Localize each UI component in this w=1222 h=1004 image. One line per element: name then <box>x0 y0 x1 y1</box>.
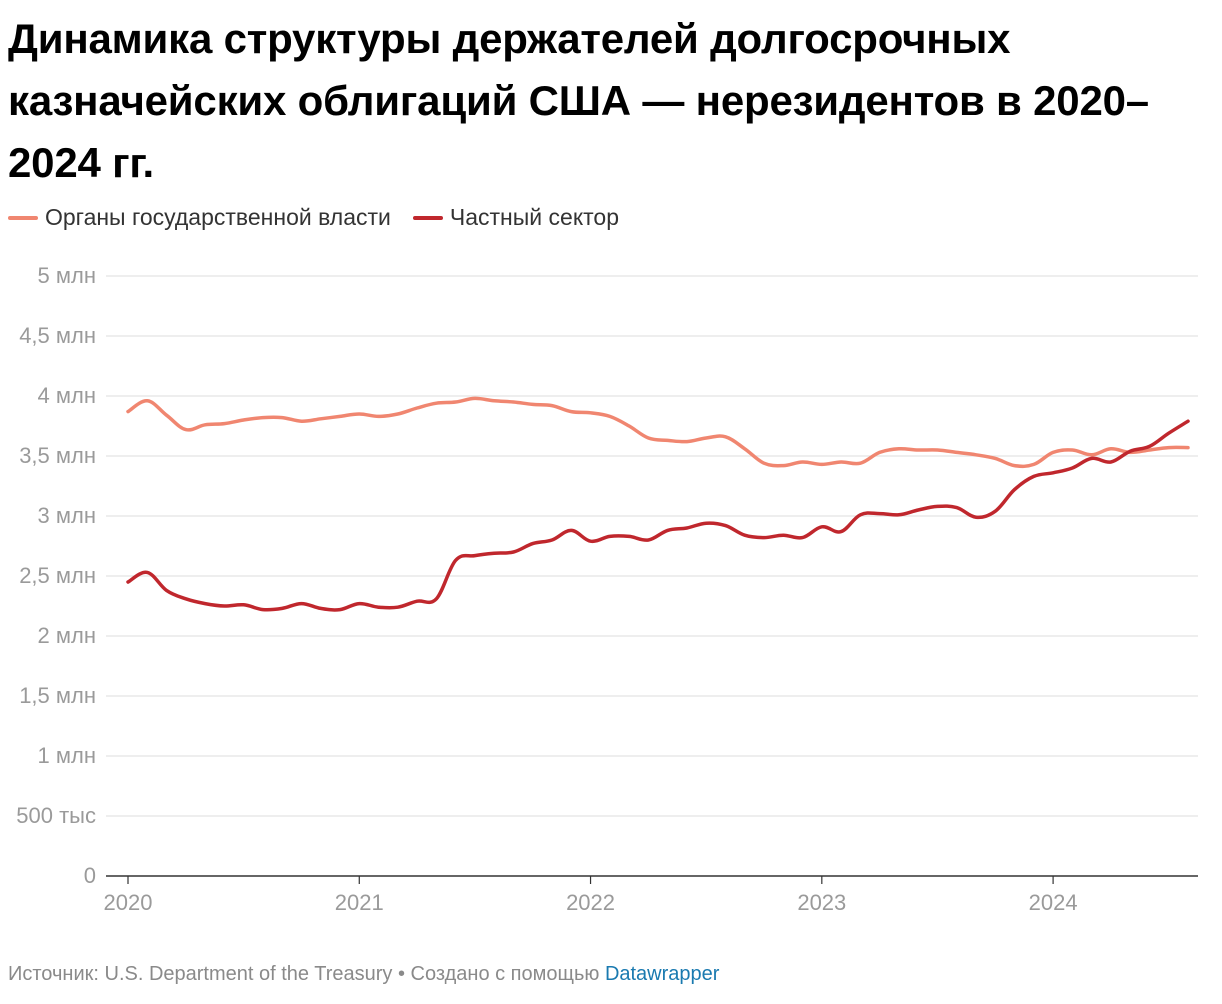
legend-item-private: Частный сектор <box>412 204 620 231</box>
line-chart: 5 млн 4,5 млн 4 млн 3,5 млн 3 млн 2,5 млн 2 мл… <box>16 263 1198 915</box>
x-tick-label: 2023 <box>797 890 846 915</box>
legend-swatch-government <box>8 215 38 220</box>
chart-footer: Источник: U.S. Department of the Treasur… <box>8 963 719 986</box>
x-axis: 2020 2021 2022 2023 2024 <box>104 876 1078 915</box>
legend-swatch-private <box>412 215 443 220</box>
created-with-text: Создано с помощью <box>410 963 605 985</box>
y-tick-label: 5 млн <box>38 263 96 288</box>
y-axis: 5 млн 4,5 млн 4 млн 3,5 млн 3 млн 2,5 млн 2 мл… <box>16 263 96 888</box>
y-tick-label: 1 млн <box>38 743 96 768</box>
legend-label-government: Органы государственной власти <box>45 204 391 230</box>
legend-item-government: Органы государственной власти <box>8 204 391 231</box>
y-tick-label: 2,5 млн <box>19 563 96 588</box>
y-tick-label: 1,5 млн <box>19 683 96 708</box>
y-tick-label: 4 млн <box>38 383 96 408</box>
chart-legend: Органы государственной власти Частный се… <box>8 204 641 231</box>
series-line-private <box>126 419 1190 612</box>
y-tick-label: 3,5 млн <box>19 443 96 468</box>
series-line-government <box>126 396 1190 469</box>
x-tick-label: 2020 <box>104 890 153 915</box>
grid-lines <box>106 275 1198 877</box>
x-tick-label: 2021 <box>335 890 384 915</box>
series-lines <box>126 396 1190 612</box>
y-tick-label: 3 млн <box>38 503 96 528</box>
y-tick-label: 4,5 млн <box>19 323 96 348</box>
x-tick-label: 2024 <box>1029 890 1078 915</box>
source-note: Источник: U.S. Department of the Treasur… <box>8 963 393 985</box>
footer-separator: • <box>392 963 411 985</box>
y-tick-label: 2 млн <box>38 623 96 648</box>
y-tick-label: 500 тыс <box>16 803 96 828</box>
legend-label-private: Частный сектор <box>449 204 620 230</box>
y-tick-label: 0 <box>84 863 96 888</box>
x-tick-label: 2022 <box>566 890 615 915</box>
chart-title: Динамика структуры держателей долгосрочн… <box>8 15 1149 186</box>
datawrapper-link[interactable]: Datawrapper <box>604 963 720 985</box>
